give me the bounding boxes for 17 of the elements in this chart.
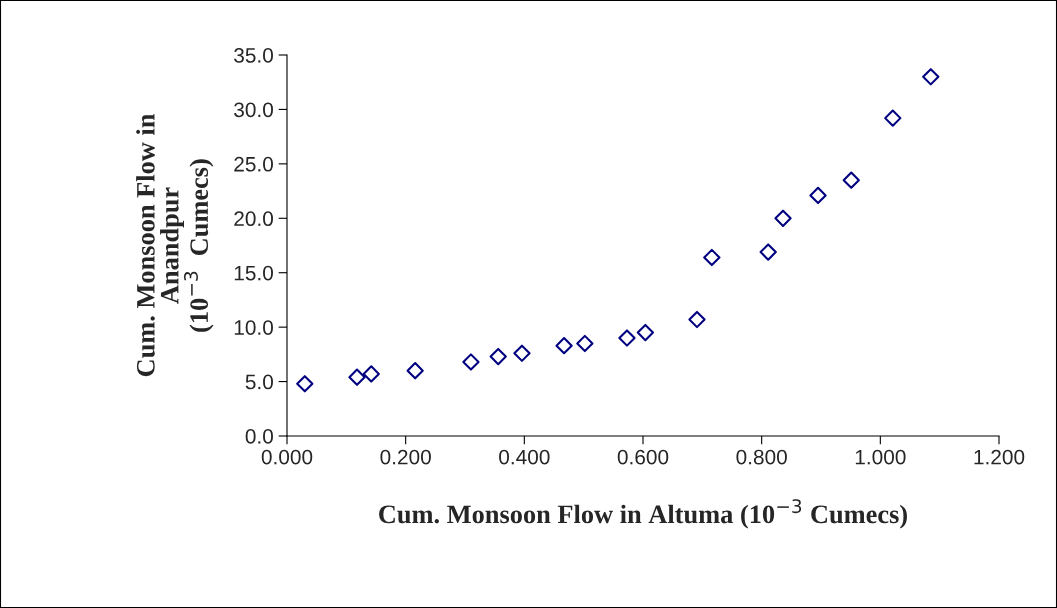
x-tick-label: 0.000 xyxy=(261,449,313,465)
x-tick-label: 1.200 xyxy=(974,449,1025,465)
x-tick-label: 0.200 xyxy=(380,449,431,465)
x-tick-label: 0.600 xyxy=(617,449,669,465)
y-axis-title: Cum. Monsoon Flow in Anandpur (10$^{−3}$ Cumecs) xyxy=(136,113,214,377)
y-tick-label: 5.0 xyxy=(245,374,273,390)
y-tick-label: 15.0 xyxy=(234,265,273,281)
y-tick-label: 25.0 xyxy=(234,156,273,172)
y-tick-label: 35.0 xyxy=(234,48,273,63)
y-tick-label: 10.0 xyxy=(234,320,273,335)
x-axis-title: Cum. Monsoon Flow in Altuma (10$^{−3}$ Cumecs) xyxy=(379,499,907,529)
x-tick-label: 0.400 xyxy=(499,449,550,465)
x-tick-label: 1.000 xyxy=(855,449,906,465)
y-tick-label: 0.0 xyxy=(245,429,273,444)
y-tick-label: 20.0 xyxy=(234,211,273,227)
x-tick-label: 0.800 xyxy=(736,449,787,465)
y-tick-label: 30.0 xyxy=(234,102,273,118)
